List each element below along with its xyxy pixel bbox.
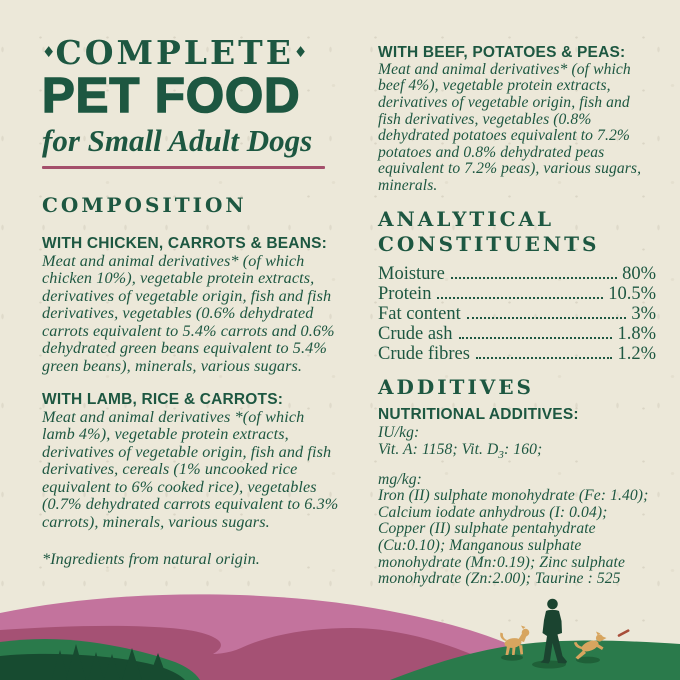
table-row: Moisture 80% — [378, 263, 656, 284]
dog-standing — [500, 625, 530, 655]
thrown-stick — [617, 629, 630, 637]
title-divider — [42, 165, 325, 169]
minerals-text: Iron (II) sulphate monohydrate (Fe: 1.40… — [378, 487, 649, 588]
leader-dots — [466, 316, 627, 319]
product-title-line1: ♦COMPLETE♦ — [42, 33, 340, 72]
product-title-line2: PET FOOD — [41, 68, 301, 123]
illustration — [0, 594, 680, 680]
vitamins-line: Vit. A: 1158; Vit. D3: 160; — [378, 440, 656, 464]
analytical-heading-line2: CONSTITUENTS — [378, 231, 600, 256]
leader-dots — [475, 356, 613, 359]
composition-heading: COMPOSITION — [42, 192, 247, 217]
green-meadow — [390, 640, 680, 680]
row-value: 10.5% — [608, 283, 656, 304]
diamond-icon: ♦ — [293, 43, 308, 61]
title-complete-text: COMPLETE — [55, 33, 294, 72]
diamond-icon: ♦ — [42, 43, 56, 61]
variant-beef-heading: WITH BEEF, POTATOES & PEAS: — [378, 44, 626, 61]
iu-per-kg-label: IU/kg: — [378, 424, 420, 442]
row-name: Moisture — [378, 263, 445, 284]
row-name: Protein — [378, 283, 432, 304]
product-subtitle: for Small Adult Dogs — [42, 122, 313, 158]
vitamins-post: : 160; — [504, 440, 543, 458]
mg-per-kg-label: mg/kg: — [378, 470, 422, 488]
row-value: 1.8% — [617, 323, 656, 344]
table-row: Crude fibres 1.2% — [378, 343, 656, 364]
leader-dots — [458, 336, 613, 339]
additives-heading: ADDITIVES — [378, 374, 535, 399]
variant-beef-body: Meat and animal derivatives* (of which b… — [378, 60, 642, 194]
row-value: 1.2% — [617, 343, 656, 364]
natural-origin-footnote: *Ingredients from natural origin. — [42, 550, 260, 569]
pine-trees — [52, 644, 168, 680]
row-name: Crude fibres — [378, 343, 470, 364]
row-value: 80% — [622, 263, 656, 284]
variant-chicken-heading: WITH CHICKEN, CARROTS & BEANS: — [42, 234, 327, 252]
row-name: Crude ash — [378, 323, 453, 344]
dog-leaping — [574, 631, 607, 660]
table-row: Protein 10.5% — [378, 283, 656, 304]
variant-lamb-body: Meat and animal derivatives *(of which l… — [42, 407, 339, 531]
leader-dots — [450, 276, 618, 279]
row-name: Fat content — [378, 303, 461, 324]
left-column: ♦COMPLETE♦ PET FOOD for Small Adult Dogs… — [41, 33, 340, 569]
variant-chicken-body: Meat and animal derivatives* (of which c… — [42, 251, 335, 375]
nutritional-additives-heading: NUTRITIONAL ADDITIVES: — [378, 405, 579, 423]
vitamins-pre: Vit. A: 1158; Vit. D — [378, 440, 499, 458]
walker-silhouette — [540, 598, 567, 664]
analytical-table: Moisture 80% Protein 10.5% Fat content 3… — [378, 263, 656, 364]
analytical-heading-line1: ANALYTICAL — [378, 206, 555, 231]
variant-lamb-heading: WITH LAMB, RICE & CARROTS: — [42, 391, 284, 409]
row-value: 3% — [631, 303, 656, 324]
vitamin-d3-subscript: 3 — [498, 449, 504, 462]
right-column: WITH BEEF, POTATOES & PEAS: Meat and ani… — [378, 44, 656, 588]
leader-dots — [437, 296, 604, 299]
analytical-heading: ANALYTICAL CONSTITUENTS — [378, 207, 656, 257]
table-row: Crude ash 1.8% — [378, 323, 656, 344]
table-row: Fat content 3% — [378, 303, 656, 324]
